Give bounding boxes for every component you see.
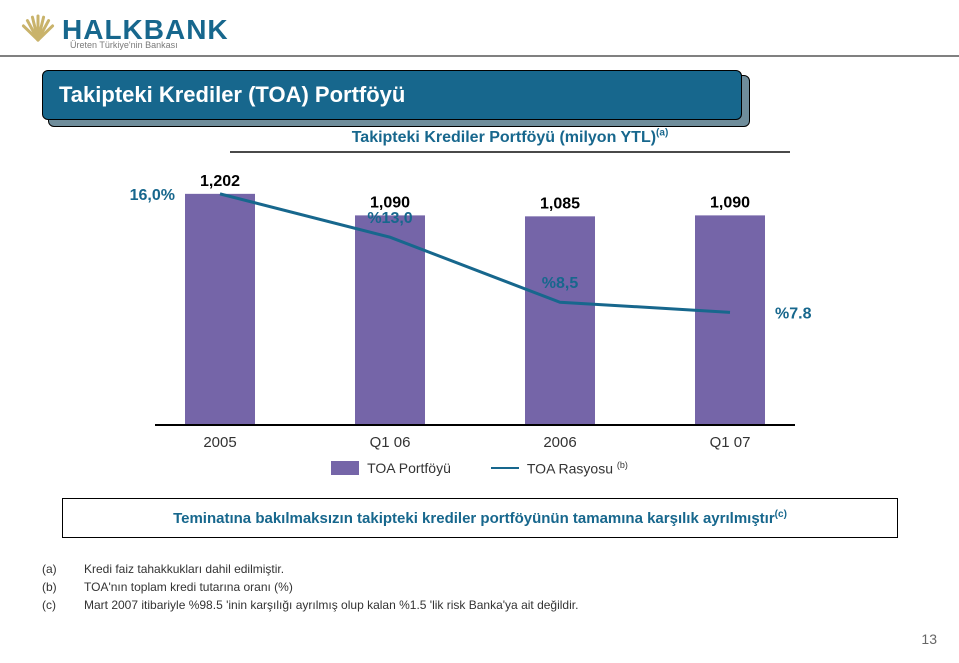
chart-line: [220, 194, 730, 312]
legend-line-label-sup: (b): [617, 460, 628, 470]
chart-bar: [525, 216, 595, 425]
chart-title: Takipteki Krediler Portföyü (milyon YTL)…: [230, 128, 790, 153]
footnote-text: Kredi faiz tahakkukları dahil edilmiştir…: [84, 560, 284, 578]
section-title-text: Takipteki Krediler (TOA) Portföyü: [59, 82, 405, 108]
chart-bar-value: 1,090: [370, 194, 410, 211]
chart-title-sup: (a): [656, 128, 668, 139]
logo-tagline: Üreten Türkiye'nin Bankası: [70, 40, 178, 50]
chart-bar: [185, 194, 255, 425]
chart-category-label: 2006: [543, 434, 576, 451]
header-rule: [0, 55, 959, 57]
chart-title-text: Takipteki Krediler Portföyü (milyon YTL): [352, 129, 656, 146]
footnote-key: (c): [42, 596, 66, 614]
logo-mark-icon: [18, 10, 58, 49]
chart-line-value: %13,0: [367, 210, 412, 227]
footnote-row: (b) TOA'nın toplam kredi tutarına oranı (…: [42, 578, 578, 596]
section-title: Takipteki Krediler (TOA) Portföyü: [42, 70, 742, 120]
chart-area: 1,202 2005 1,090 Q1 06 1,085 2006 1,090 Q1 07 16…: [110, 155, 830, 455]
chart-line-value: 16,0%: [130, 187, 175, 204]
footnote-row: (a) Kredi faiz tahakkukları dahil edilmiş…: [42, 560, 578, 578]
legend-item-bars: TOA Portföyü: [331, 460, 451, 477]
chart-svg: 1,202 2005 1,090 Q1 06 1,085 2006 1,090 Q1 07 16…: [110, 155, 830, 455]
chart-bar-value: 1,085: [540, 195, 580, 212]
footnote-row: (c) Mart 2007 itibariyle %98.5 'inin karş…: [42, 596, 578, 614]
slide-root: HALKBANK Üreten Türkiye'nin Bankası Taki…: [0, 0, 959, 663]
chart-line-value: %8,5: [542, 275, 579, 292]
footnotes: (a) Kredi faiz tahakkukları dahil edilmiş…: [42, 560, 578, 614]
footnote-text: TOA'nın toplam kredi tutarına oranı (%): [84, 578, 293, 596]
chart-category-label: Q1 06: [370, 434, 411, 451]
legend-line-swatch-icon: [491, 467, 519, 469]
chart-category-label: Q1 07: [710, 434, 751, 451]
note-box: Teminatına bakılmaksızın takipteki kredi…: [62, 498, 898, 538]
chart-legend: TOA Portföyü TOA Rasyosu (b): [0, 460, 959, 477]
note-sup: (c): [775, 509, 787, 520]
chart-line-value: %7.8: [775, 305, 812, 322]
chart-bar-value: 1,090: [710, 194, 750, 211]
note-text: Teminatına bakılmaksızın takipteki kredi…: [173, 510, 775, 527]
chart-bar-value: 1,202: [200, 173, 240, 190]
legend-bar-label: TOA Portföyü: [367, 460, 451, 476]
legend-item-line: TOA Rasyosu (b): [491, 460, 628, 477]
legend-line-label: TOA Rasyosu: [527, 461, 617, 477]
footnote-text: Mart 2007 itibariyle %98.5 'inin karşılı…: [84, 596, 578, 614]
footnote-key: (b): [42, 578, 66, 596]
footnote-key: (a): [42, 560, 66, 578]
chart-bar: [695, 215, 765, 425]
page-number: 13: [921, 631, 937, 647]
legend-bar-swatch-icon: [331, 461, 359, 475]
chart-category-label: 2005: [203, 434, 236, 451]
